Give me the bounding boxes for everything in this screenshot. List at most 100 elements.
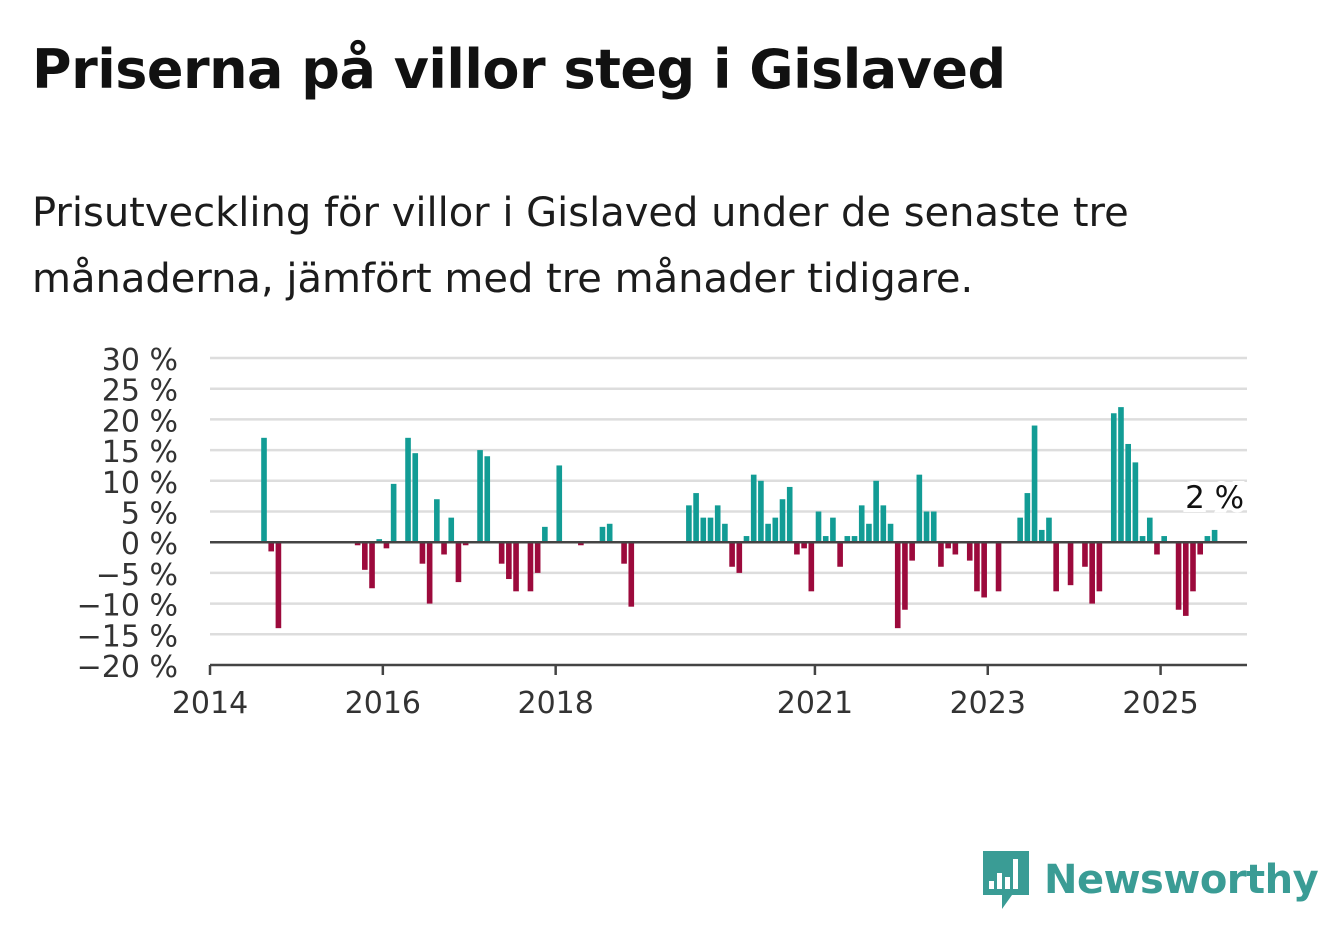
y-tick-label: 15 % <box>102 435 178 470</box>
bar <box>693 493 699 543</box>
bar <box>1110 413 1117 543</box>
bar <box>981 542 987 598</box>
bar <box>354 542 361 546</box>
bar <box>1017 517 1023 543</box>
bar <box>412 453 419 543</box>
bar <box>938 542 944 567</box>
bar <box>1089 542 1095 604</box>
bar <box>477 450 483 543</box>
bar <box>434 499 440 543</box>
bar <box>1118 407 1124 543</box>
bar <box>1053 542 1059 592</box>
bar <box>1175 542 1182 610</box>
x-tick-label: 2025 <box>1122 686 1198 721</box>
bar <box>808 542 815 592</box>
bar <box>1154 542 1160 555</box>
bar <box>1211 529 1218 543</box>
y-tick-label: 20 % <box>102 404 178 439</box>
bar <box>542 526 548 543</box>
bar <box>1125 443 1131 543</box>
bar <box>1038 529 1045 543</box>
chart-title: Priserna på villor steg i Gislaved <box>32 38 1006 101</box>
bar <box>1190 542 1196 592</box>
bar <box>758 480 764 543</box>
bar <box>837 542 843 567</box>
bar <box>966 542 973 561</box>
bar <box>822 536 829 543</box>
bar <box>1024 493 1031 543</box>
bar <box>794 542 800 555</box>
bar <box>686 505 692 543</box>
bar <box>1082 542 1088 567</box>
bar <box>390 483 397 543</box>
bar <box>383 542 390 549</box>
bar <box>419 542 426 564</box>
y-tick-label: 0 % <box>121 527 178 562</box>
bar <box>779 499 786 543</box>
bar <box>830 517 836 543</box>
bar <box>772 517 779 543</box>
y-tick-label: 25 % <box>102 374 178 409</box>
x-tick-label: 2023 <box>950 686 1026 721</box>
bar <box>729 542 735 567</box>
bar <box>952 542 959 555</box>
bar <box>1204 536 1211 543</box>
y-tick-label: 10 % <box>102 466 178 501</box>
bar <box>556 465 563 543</box>
bar <box>1067 542 1074 586</box>
bar <box>513 542 519 592</box>
bar <box>844 536 851 543</box>
bar <box>851 536 858 543</box>
x-tick-label: 2018 <box>517 686 593 721</box>
bar <box>1046 517 1052 543</box>
bar <box>894 542 901 629</box>
bar <box>405 437 411 543</box>
bar <box>376 539 383 543</box>
bar <box>923 511 930 543</box>
bar <box>902 542 908 610</box>
newsworthy-logo-icon <box>983 851 1029 909</box>
bar <box>714 505 721 543</box>
bar <box>873 480 879 543</box>
y-tick-label: −20 % <box>77 650 178 685</box>
bar <box>1132 462 1139 543</box>
bar <box>974 542 980 592</box>
bar <box>743 536 750 543</box>
y-tick-label: 30 % <box>102 343 178 378</box>
bar-chart: 30 %25 %20 %15 %10 %5 %0 %−5 %−10 %−15 %… <box>77 343 1248 721</box>
bar <box>1161 536 1167 543</box>
bar <box>628 542 635 607</box>
bar <box>815 511 822 543</box>
bar <box>887 523 894 543</box>
bar <box>700 517 707 543</box>
bar <box>441 542 447 555</box>
bar <box>707 517 714 543</box>
y-tick-label: −10 % <box>77 589 178 624</box>
bar <box>866 523 872 543</box>
newsworthy-logo[interactable]: Newsworthy <box>980 848 1319 912</box>
y-tick-label: 5 % <box>121 497 178 532</box>
bar <box>369 542 375 589</box>
bar <box>916 474 923 543</box>
bar <box>930 511 937 543</box>
y-tick-label: −15 % <box>77 619 178 654</box>
bar <box>1197 542 1203 555</box>
bar <box>1182 542 1189 616</box>
bar <box>268 542 275 552</box>
x-tick-label: 2016 <box>345 686 421 721</box>
bar <box>995 542 1002 592</box>
bar <box>426 542 433 604</box>
x-tick-label: 2014 <box>172 686 248 721</box>
bar <box>484 456 491 543</box>
bar <box>909 542 915 561</box>
bar <box>578 542 584 546</box>
bar <box>1139 536 1146 543</box>
axes <box>208 540 1247 675</box>
bar <box>765 523 771 543</box>
bar <box>606 523 613 543</box>
bar <box>801 542 807 549</box>
bar <box>722 523 728 543</box>
bar <box>880 505 887 543</box>
bar <box>1146 517 1153 543</box>
bar <box>498 542 505 564</box>
